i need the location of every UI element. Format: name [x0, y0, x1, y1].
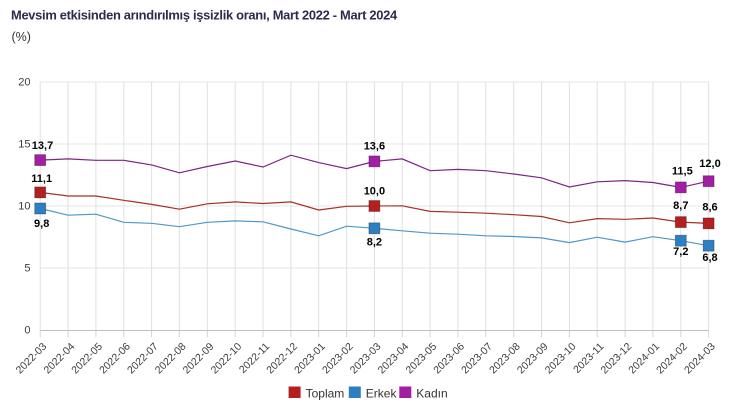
svg-text:5: 5 — [24, 263, 30, 275]
svg-text:Kadın: Kadın — [416, 386, 447, 400]
svg-text:0: 0 — [24, 325, 30, 337]
svg-text:Erkek: Erkek — [366, 386, 398, 400]
svg-text:10: 10 — [18, 201, 30, 213]
svg-text:8,7: 8,7 — [673, 200, 688, 212]
svg-text:10,0: 10,0 — [364, 186, 385, 198]
svg-text:8,2: 8,2 — [367, 237, 382, 249]
svg-text:6,8: 6,8 — [702, 252, 717, 264]
svg-text:(%): (%) — [12, 30, 31, 44]
svg-text:Toplam: Toplam — [306, 386, 345, 400]
svg-text:13,6: 13,6 — [364, 141, 385, 153]
svg-text:7,2: 7,2 — [673, 246, 688, 258]
svg-text:8,6: 8,6 — [702, 202, 717, 214]
svg-text:15: 15 — [18, 139, 30, 151]
svg-text:11,5: 11,5 — [672, 166, 693, 178]
svg-text:20: 20 — [18, 77, 30, 89]
svg-text:12,0: 12,0 — [699, 158, 720, 170]
svg-text:Mevsim etkisinden arındırılmış: Mevsim etkisinden arındırılmış işsizlik … — [11, 8, 398, 23]
svg-text:11,1: 11,1 — [31, 173, 52, 185]
svg-text:13,7: 13,7 — [32, 140, 53, 152]
svg-text:9,8: 9,8 — [34, 218, 49, 230]
